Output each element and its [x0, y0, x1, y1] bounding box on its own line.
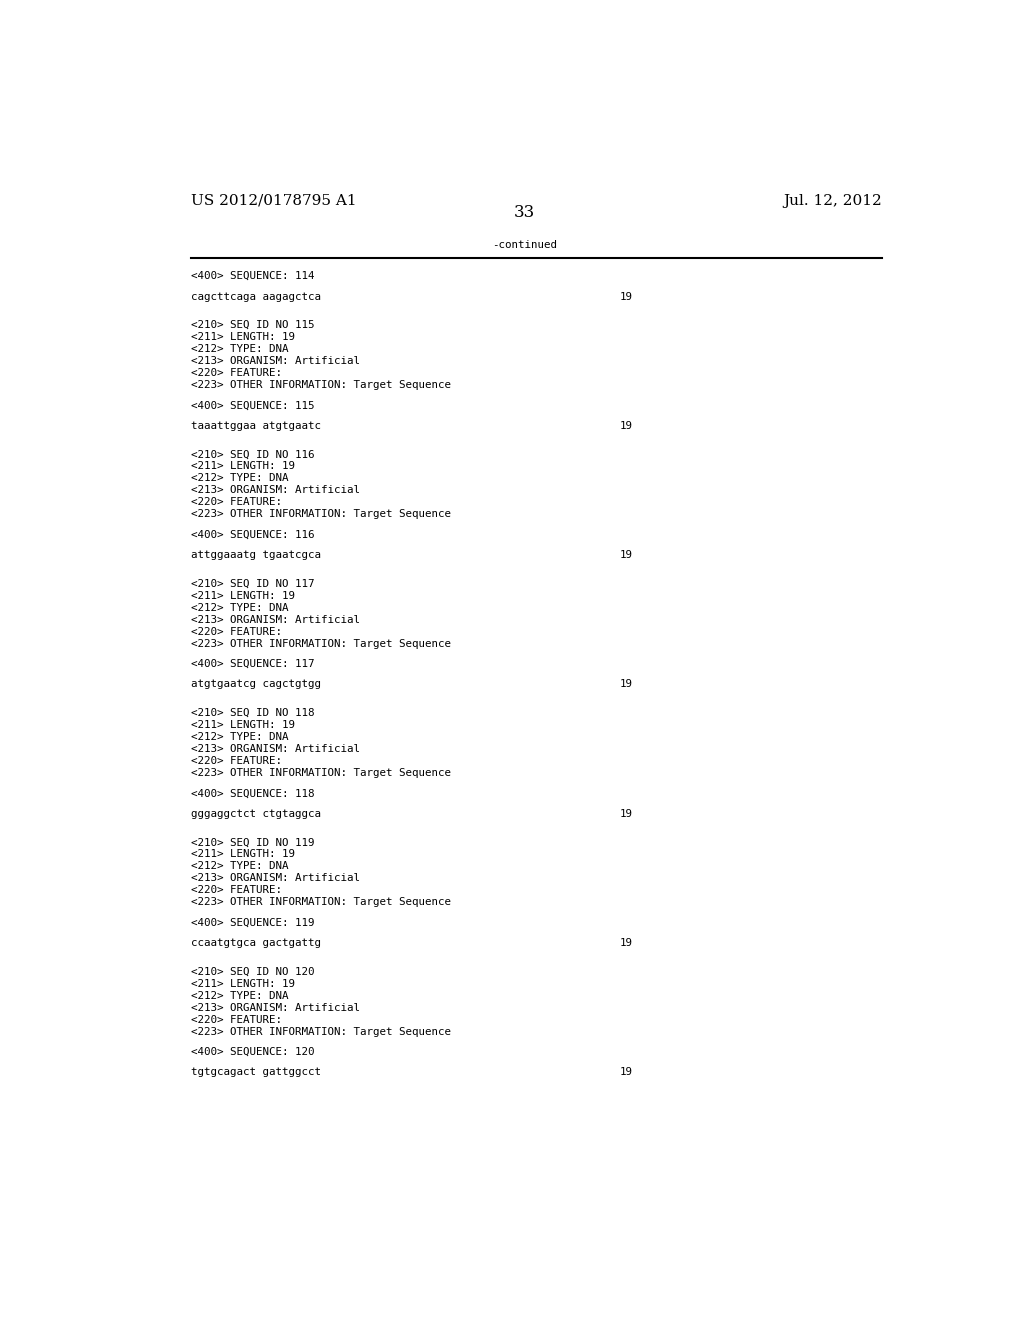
Text: taaattggaa atgtgaatc: taaattggaa atgtgaatc — [191, 421, 322, 430]
Text: <220> FEATURE:: <220> FEATURE: — [191, 886, 283, 895]
Text: Jul. 12, 2012: Jul. 12, 2012 — [783, 194, 882, 209]
Text: <223> OTHER INFORMATION: Target Sequence: <223> OTHER INFORMATION: Target Sequence — [191, 898, 452, 907]
Text: <211> LENGTH: 19: <211> LENGTH: 19 — [191, 721, 296, 730]
Text: <220> FEATURE:: <220> FEATURE: — [191, 756, 283, 766]
Text: tgtgcagact gattggcct: tgtgcagact gattggcct — [191, 1068, 322, 1077]
Text: <210> SEQ ID NO 118: <210> SEQ ID NO 118 — [191, 708, 315, 718]
Text: <223> OTHER INFORMATION: Target Sequence: <223> OTHER INFORMATION: Target Sequence — [191, 639, 452, 648]
Text: <220> FEATURE:: <220> FEATURE: — [191, 498, 283, 507]
Text: <223> OTHER INFORMATION: Target Sequence: <223> OTHER INFORMATION: Target Sequence — [191, 380, 452, 391]
Text: <223> OTHER INFORMATION: Target Sequence: <223> OTHER INFORMATION: Target Sequence — [191, 510, 452, 520]
Text: gggaggctct ctgtaggca: gggaggctct ctgtaggca — [191, 809, 322, 818]
Text: <212> TYPE: DNA: <212> TYPE: DNA — [191, 733, 289, 742]
Text: <213> ORGANISM: Artificial: <213> ORGANISM: Artificial — [191, 874, 360, 883]
Text: <210> SEQ ID NO 120: <210> SEQ ID NO 120 — [191, 966, 315, 977]
Text: 19: 19 — [620, 809, 633, 818]
Text: <213> ORGANISM: Artificial: <213> ORGANISM: Artificial — [191, 615, 360, 624]
Text: <212> TYPE: DNA: <212> TYPE: DNA — [191, 990, 289, 1001]
Text: <211> LENGTH: 19: <211> LENGTH: 19 — [191, 978, 296, 989]
Text: <211> LENGTH: 19: <211> LENGTH: 19 — [191, 333, 296, 342]
Text: 19: 19 — [620, 421, 633, 430]
Text: <210> SEQ ID NO 119: <210> SEQ ID NO 119 — [191, 837, 315, 847]
Text: atgtgaatcg cagctgtgg: atgtgaatcg cagctgtgg — [191, 680, 322, 689]
Text: <220> FEATURE:: <220> FEATURE: — [191, 368, 283, 379]
Text: <220> FEATURE:: <220> FEATURE: — [191, 627, 283, 636]
Text: 33: 33 — [514, 205, 536, 222]
Text: <212> TYPE: DNA: <212> TYPE: DNA — [191, 862, 289, 871]
Text: -continued: -continued — [493, 240, 557, 249]
Text: <210> SEQ ID NO 115: <210> SEQ ID NO 115 — [191, 321, 315, 330]
Text: US 2012/0178795 A1: US 2012/0178795 A1 — [191, 194, 357, 209]
Text: <400> SEQUENCE: 114: <400> SEQUENCE: 114 — [191, 271, 315, 281]
Text: <400> SEQUENCE: 119: <400> SEQUENCE: 119 — [191, 917, 315, 928]
Text: <213> ORGANISM: Artificial: <213> ORGANISM: Artificial — [191, 356, 360, 366]
Text: ccaatgtgca gactgattg: ccaatgtgca gactgattg — [191, 939, 322, 948]
Text: <220> FEATURE:: <220> FEATURE: — [191, 1015, 283, 1024]
Text: <400> SEQUENCE: 120: <400> SEQUENCE: 120 — [191, 1047, 315, 1057]
Text: <210> SEQ ID NO 117: <210> SEQ ID NO 117 — [191, 578, 315, 589]
Text: <210> SEQ ID NO 116: <210> SEQ ID NO 116 — [191, 450, 315, 459]
Text: <400> SEQUENCE: 116: <400> SEQUENCE: 116 — [191, 529, 315, 540]
Text: <213> ORGANISM: Artificial: <213> ORGANISM: Artificial — [191, 1003, 360, 1012]
Text: <400> SEQUENCE: 118: <400> SEQUENCE: 118 — [191, 788, 315, 799]
Text: 19: 19 — [620, 939, 633, 948]
Text: <211> LENGTH: 19: <211> LENGTH: 19 — [191, 849, 296, 859]
Text: <212> TYPE: DNA: <212> TYPE: DNA — [191, 603, 289, 612]
Text: cagcttcaga aagagctca: cagcttcaga aagagctca — [191, 292, 322, 301]
Text: <223> OTHER INFORMATION: Target Sequence: <223> OTHER INFORMATION: Target Sequence — [191, 768, 452, 777]
Text: <212> TYPE: DNA: <212> TYPE: DNA — [191, 345, 289, 354]
Text: attggaaatg tgaatcgca: attggaaatg tgaatcgca — [191, 550, 322, 560]
Text: <211> LENGTH: 19: <211> LENGTH: 19 — [191, 462, 296, 471]
Text: 19: 19 — [620, 680, 633, 689]
Text: 19: 19 — [620, 1068, 633, 1077]
Text: 19: 19 — [620, 292, 633, 301]
Text: <213> ORGANISM: Artificial: <213> ORGANISM: Artificial — [191, 486, 360, 495]
Text: <211> LENGTH: 19: <211> LENGTH: 19 — [191, 591, 296, 601]
Text: <400> SEQUENCE: 117: <400> SEQUENCE: 117 — [191, 659, 315, 669]
Text: <213> ORGANISM: Artificial: <213> ORGANISM: Artificial — [191, 744, 360, 754]
Text: <400> SEQUENCE: 115: <400> SEQUENCE: 115 — [191, 400, 315, 411]
Text: <212> TYPE: DNA: <212> TYPE: DNA — [191, 474, 289, 483]
Text: 19: 19 — [620, 550, 633, 560]
Text: <223> OTHER INFORMATION: Target Sequence: <223> OTHER INFORMATION: Target Sequence — [191, 1027, 452, 1036]
